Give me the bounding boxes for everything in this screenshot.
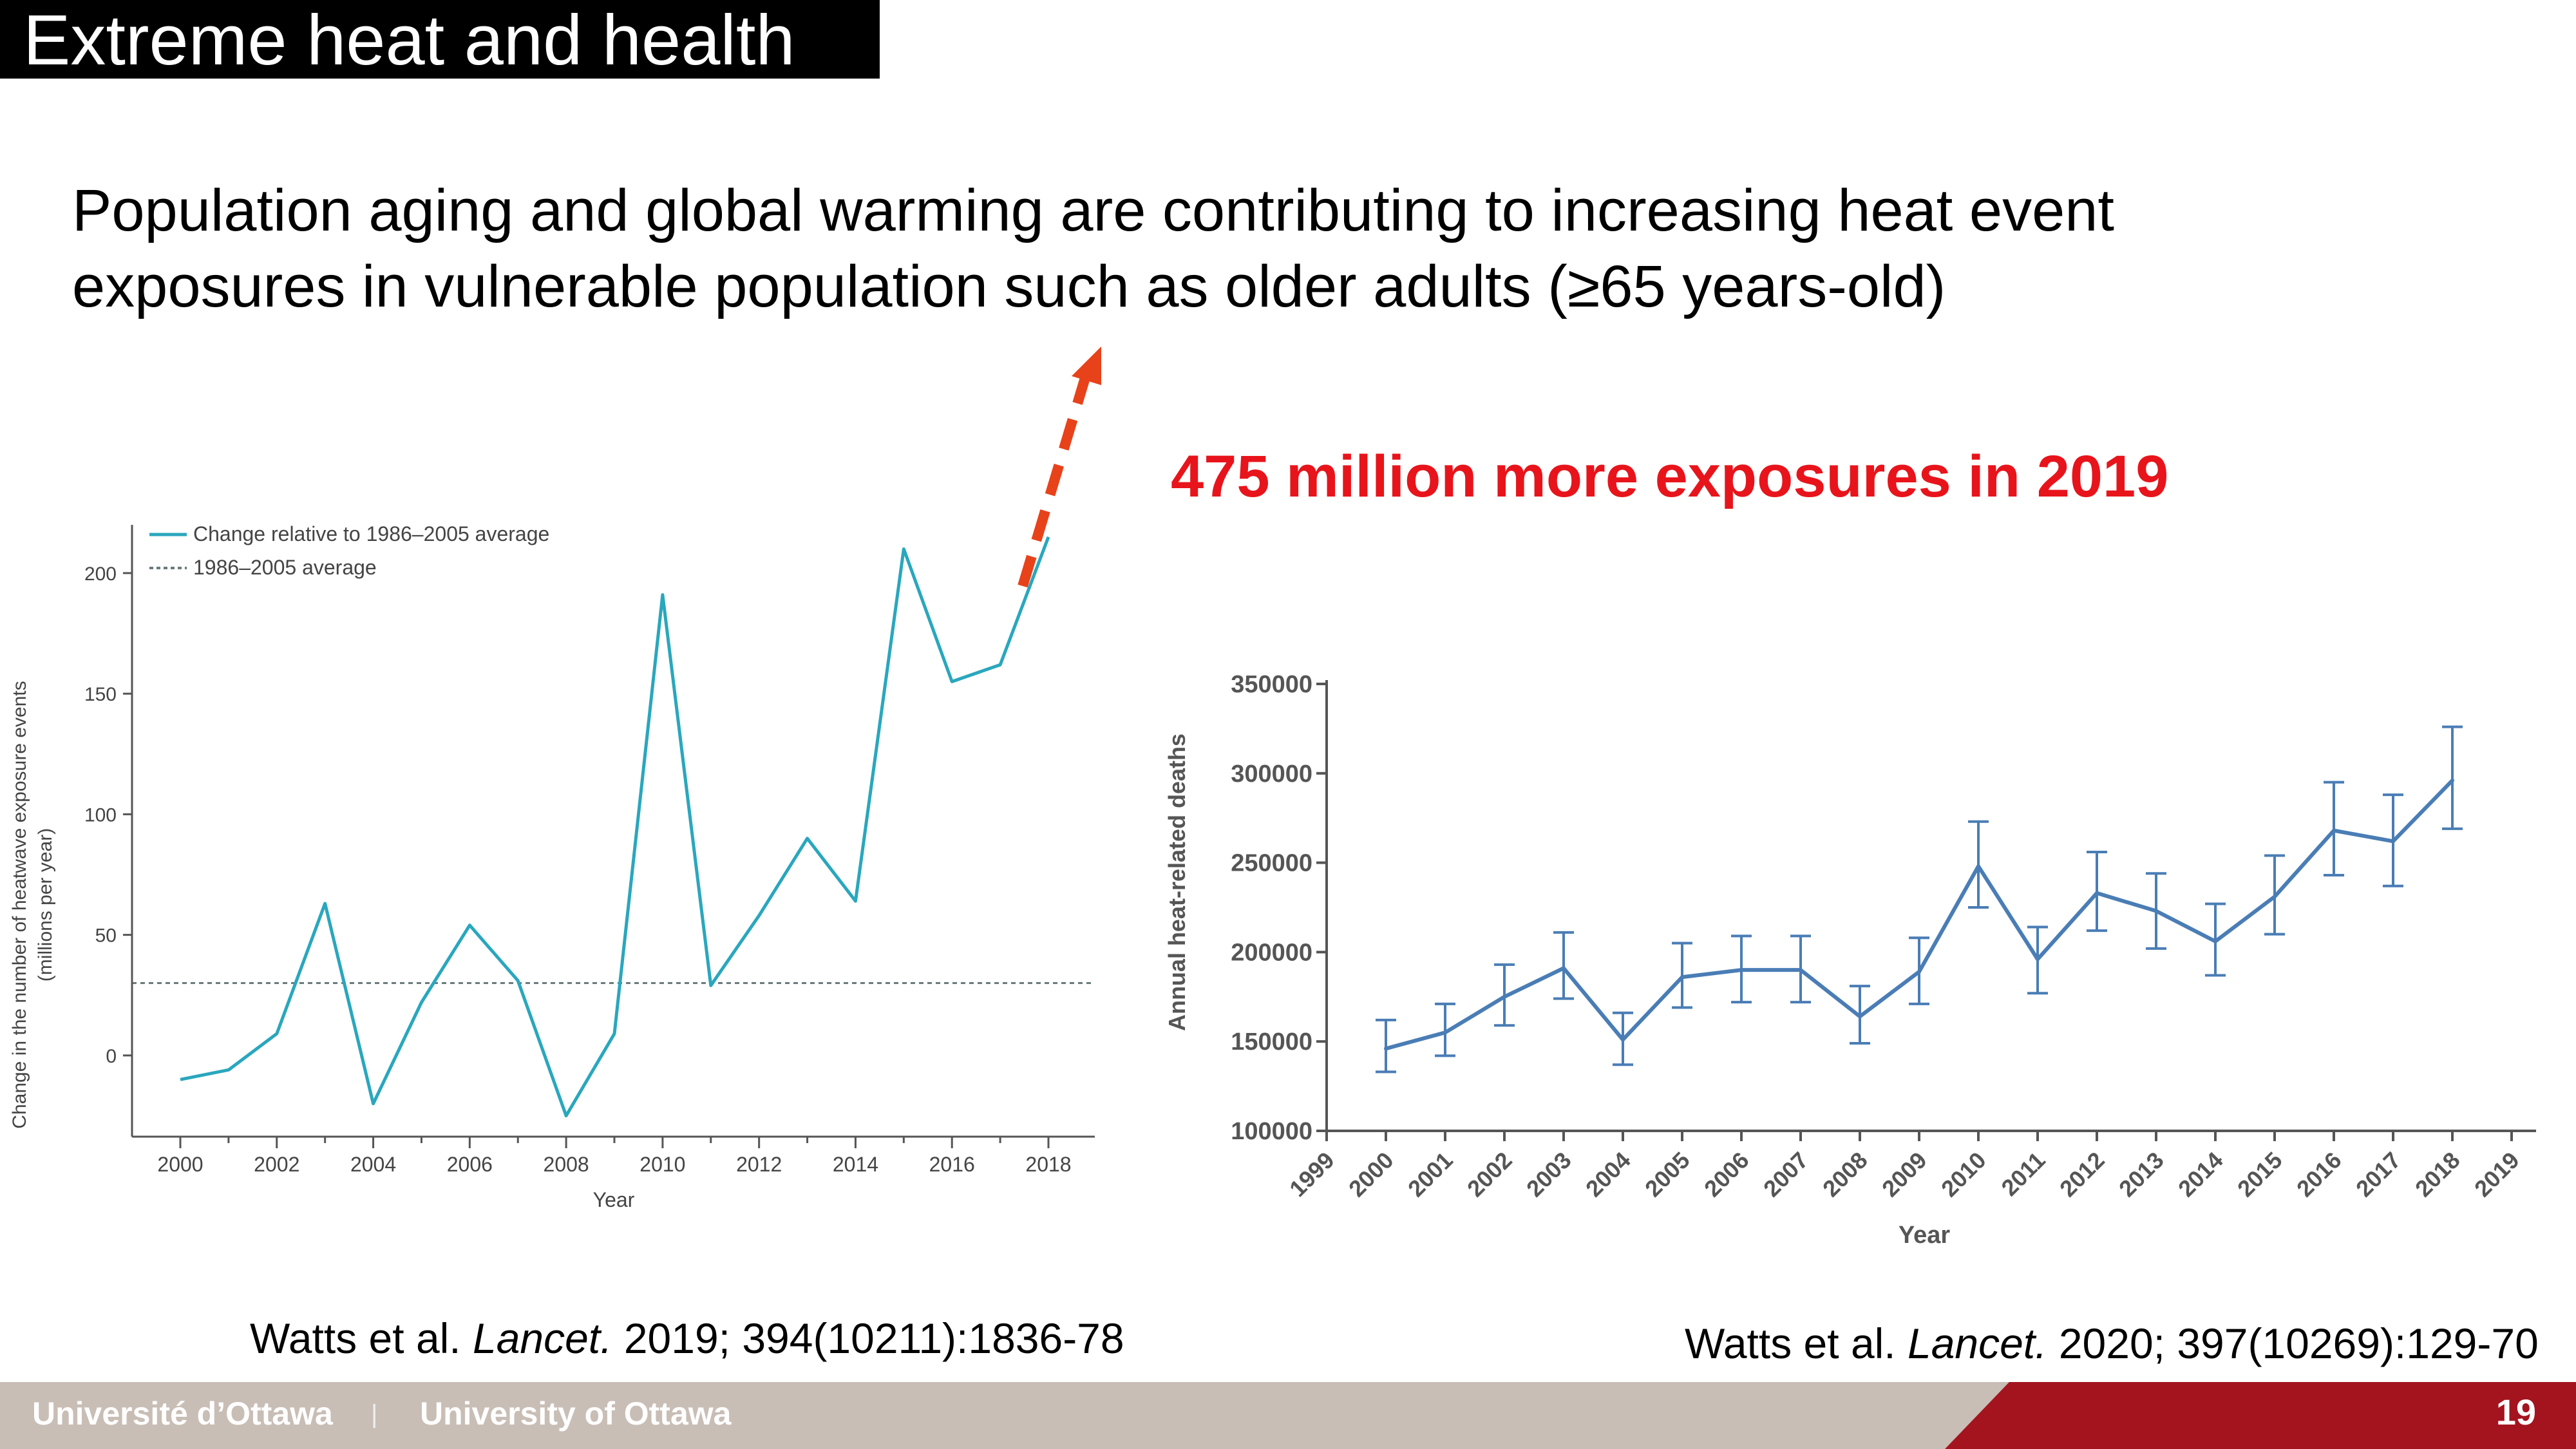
citation-authors: Watts et al.	[1685, 1320, 1908, 1367]
x-tick-label: 2017	[2351, 1147, 2406, 1202]
x-tick-label: 2016	[929, 1153, 975, 1176]
y-tick-label: 0	[106, 1046, 117, 1067]
data-point	[1621, 1037, 1625, 1042]
x-tick-label: 2014	[833, 1153, 878, 1176]
x-tick-label: 1999	[1284, 1147, 1340, 1202]
x-axis-label: Year	[593, 1188, 635, 1211]
data-point	[2213, 939, 2217, 943]
x-tick-label: 2011	[1996, 1147, 2050, 1201]
slide-title: Extreme heat and health	[23, 1, 795, 80]
x-axis-label: Year	[1899, 1222, 1951, 1249]
x-tick-label: 2002	[254, 1153, 299, 1176]
series-line	[1385, 779, 2454, 1051]
x-tick-label: 2010	[639, 1153, 685, 1176]
x-tick-label: 2008	[544, 1153, 589, 1176]
data-point	[1739, 968, 1743, 972]
lead-line-2: exposures in vulnerable population such …	[72, 254, 1946, 319]
footer-university-fr: Université d’Ottawa	[32, 1396, 333, 1432]
footer-separator: |	[371, 1400, 378, 1428]
citation-details: 2019; 394(10211):1836-78	[612, 1314, 1124, 1362]
y-tick-label: 100000	[1231, 1118, 1312, 1145]
highlight-text: 475 million more exposures in 2019	[1171, 444, 2169, 509]
data-point	[1562, 966, 1566, 971]
heatwave-exposure-chart: 0 50 100 150 200 2000 2002 2004 2006 2008 2010 2012…	[9, 522, 1095, 1211]
data-point	[1680, 975, 1684, 980]
x-tick-label: 2008	[1817, 1147, 1873, 1202]
data-point	[2332, 828, 2336, 833]
y-tick-label: 150	[84, 684, 117, 705]
citation-authors: Watts et al.	[250, 1314, 473, 1362]
data-point	[2391, 839, 2395, 844]
x-tick-label: 2005	[1640, 1147, 1695, 1202]
series-line	[180, 536, 1050, 1118]
x-tick-label: 2003	[1521, 1147, 1577, 1202]
x-tick-label: 2000	[1343, 1147, 1399, 1202]
y-axis-label: Change in the number of heatwave exposur…	[9, 681, 30, 1128]
y-tick-label: 200	[84, 564, 117, 585]
y-tick-label: 250000	[1231, 850, 1312, 877]
x-tick-label: 2004	[350, 1153, 396, 1176]
x-tick-label: 2004	[1580, 1147, 1636, 1202]
data-point	[1858, 1014, 1862, 1019]
y-tick-label: 200000	[1231, 939, 1312, 966]
x-tick-label: 2018	[1025, 1153, 1071, 1176]
citation-journal: Lancet.	[1907, 1320, 2047, 1367]
y-tick-label: 50	[95, 925, 117, 947]
x-tick-label: 2002	[1462, 1147, 1517, 1202]
x-tick-label: 2006	[1699, 1147, 1754, 1202]
citation-right: Watts et al. Lancet. 2020; 397(10269):12…	[1685, 1319, 2539, 1368]
citation-journal: Lancet.	[472, 1314, 612, 1362]
citation-left: Watts et al. Lancet. 2019; 394(10211):18…	[250, 1314, 1124, 1363]
x-tick-label: 2016	[2291, 1147, 2347, 1202]
x-tick-label: 2000	[157, 1153, 203, 1176]
x-tick-label: 2013	[2114, 1147, 2169, 1202]
footer-university-en: University of Ottawa	[420, 1396, 732, 1432]
x-tick-label: 2006	[447, 1153, 493, 1176]
data-point	[2450, 778, 2454, 782]
data-point	[2095, 891, 2099, 895]
x-tick-label: 2012	[2054, 1147, 2110, 1202]
x-tick-label: 2015	[2232, 1147, 2287, 1202]
y-tick-label: 300000	[1231, 761, 1312, 788]
x-tick-label: 2007	[1758, 1147, 1814, 1202]
data-point	[1917, 969, 1921, 974]
x-tick-label: 2018	[2410, 1147, 2465, 1202]
title-bar	[0, 0, 880, 79]
heat-deaths-chart: 100000 150000 200000 250000 300000 350000 1999…	[1164, 671, 2536, 1249]
x-tick-label: 2014	[2173, 1147, 2228, 1202]
y-tick-label: 150000	[1231, 1028, 1312, 1056]
data-point	[2273, 895, 2277, 899]
y-axis-label-units: (millions per year)	[35, 828, 56, 981]
x-tick-label: 2010	[1936, 1147, 1991, 1202]
lead-line-1: Population aging and global warming are …	[72, 178, 2114, 243]
y-tick-label: 100	[84, 804, 117, 826]
citation-details: 2020; 397(10269):129-70	[2047, 1320, 2539, 1367]
x-tick-label: 2009	[1877, 1147, 1932, 1202]
footer-red-shape	[1945, 1382, 2576, 1449]
data-point	[2154, 909, 2158, 913]
legend-label-change: Change relative to 1986–2005 average	[193, 522, 549, 545]
y-axis-label: Annual heat-related deaths	[1164, 734, 1190, 1031]
data-point	[1976, 864, 1980, 869]
data-point	[1443, 1030, 1447, 1035]
data-point	[1799, 968, 1803, 972]
data-point	[2036, 957, 2040, 961]
data-point	[1384, 1046, 1388, 1051]
x-tick-label: 2012	[736, 1153, 782, 1176]
x-tick-label: 2001	[1403, 1147, 1458, 1202]
data-point	[1502, 994, 1506, 999]
lead-text: Population aging and global warming are …	[72, 173, 2455, 325]
page-number: 19	[2496, 1392, 2536, 1432]
arrow-icon	[1018, 346, 1101, 588]
x-tick-label: 2019	[2469, 1147, 2524, 1202]
legend-label-average: 1986–2005 average	[193, 556, 377, 579]
y-tick-label: 350000	[1231, 671, 1312, 698]
